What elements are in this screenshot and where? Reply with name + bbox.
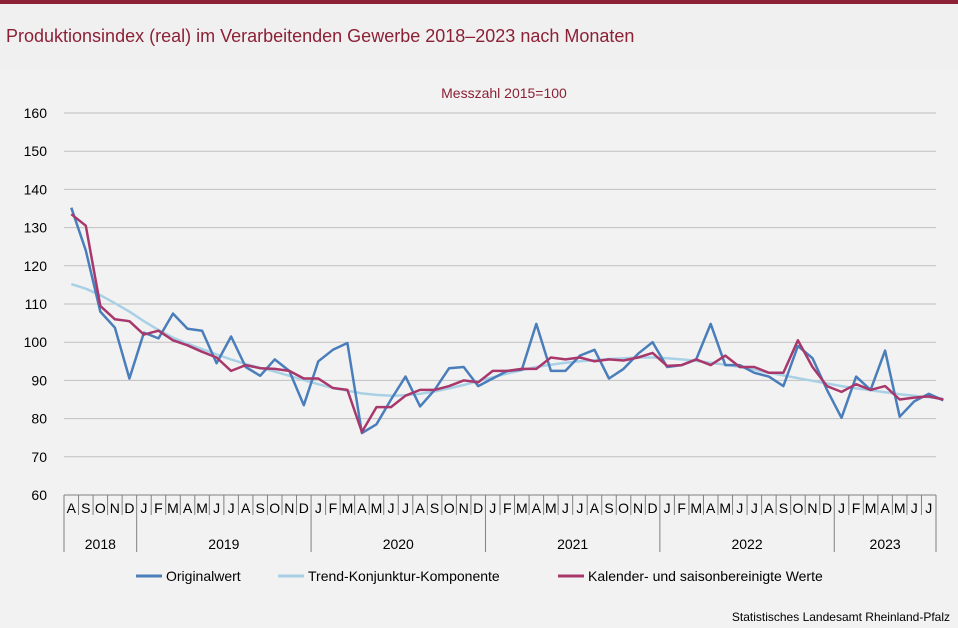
page-title: Produktionsindex (real) im Verarbeitende… xyxy=(6,26,635,46)
x-month-label: J xyxy=(736,500,743,516)
top-accent-bar xyxy=(0,0,958,4)
x-month-label: S xyxy=(779,500,788,516)
x-month-label: M xyxy=(196,500,208,516)
x-month-label: A xyxy=(241,500,251,516)
y-tick-label: 80 xyxy=(31,411,47,427)
x-year-label: 2023 xyxy=(870,536,901,552)
series-line-1 xyxy=(70,207,944,435)
x-year-label: 2022 xyxy=(731,536,762,552)
x-month-label: A xyxy=(590,500,600,516)
legend-label: Trend-Konjunktur-Komponente xyxy=(308,568,500,584)
y-tick-label: 130 xyxy=(24,220,48,236)
x-month-label: N xyxy=(110,500,120,516)
x-month-label: S xyxy=(430,500,439,516)
x-month-label: J xyxy=(489,500,496,516)
x-month-label: M xyxy=(894,500,906,516)
x-month-label: D xyxy=(473,500,483,516)
x-month-label: A xyxy=(706,500,716,516)
x-month-label: O xyxy=(269,500,280,516)
x-year-label: 2018 xyxy=(85,536,116,552)
chart-subtitle: Messzahl 2015=100 xyxy=(441,85,567,101)
x-month-label: O xyxy=(95,500,106,516)
series-line-2 xyxy=(70,282,944,400)
x-month-label: S xyxy=(604,500,613,516)
x-month-label: D xyxy=(648,500,658,516)
x-year-label: 2019 xyxy=(208,536,239,552)
y-tick-label: 110 xyxy=(25,296,48,312)
x-month-label: A xyxy=(532,500,542,516)
x-month-label: A xyxy=(764,500,774,516)
x-month-label: D xyxy=(822,500,832,516)
x-month-label: J xyxy=(576,500,583,516)
x-month-label: F xyxy=(852,500,861,516)
x-month-label: J xyxy=(388,500,395,516)
x-month-label: J xyxy=(562,500,569,516)
chart-panel: Messzahl 2015=100 60 70 80 90 100 110 120 130 14… xyxy=(0,71,958,628)
x-month-label: F xyxy=(677,500,686,516)
x-month-label: N xyxy=(807,500,817,516)
x-month-label: M xyxy=(516,500,528,516)
header: Produktionsindex (real) im Verarbeitende… xyxy=(0,4,958,66)
x-month-label: J xyxy=(664,500,671,516)
line-chart: Messzahl 2015=100 60 70 80 90 100 110 120 130 14… xyxy=(24,85,944,584)
x-month-label: J xyxy=(213,500,220,516)
x-month-label: M xyxy=(545,500,557,516)
x-month-label: F xyxy=(503,500,512,516)
x-month-label: A xyxy=(183,500,193,516)
x-month-label: M xyxy=(167,500,179,516)
y-tick-label: 60 xyxy=(31,487,47,503)
x-month-label: O xyxy=(792,500,803,516)
series-line-3 xyxy=(70,213,944,434)
x-month-label: D xyxy=(124,500,134,516)
x-month-label: J xyxy=(402,500,409,516)
x-month-label: J xyxy=(315,500,322,516)
x-month-label: A xyxy=(415,500,425,516)
x-month-label: J xyxy=(228,500,235,516)
legend-label: Kalender- und saisonbereinigte Werte xyxy=(588,568,823,584)
source-credit: Statistisches Landesamt Rheinland-Pfalz xyxy=(731,610,950,624)
x-month-label: M xyxy=(342,500,354,516)
y-tick-label: 100 xyxy=(24,334,48,350)
x-month-label: S xyxy=(81,500,90,516)
x-month-label: J xyxy=(140,500,147,516)
x-month-label: J xyxy=(838,500,845,516)
x-month-label: N xyxy=(284,500,294,516)
y-tick-label: 150 xyxy=(24,143,48,159)
x-month-label: J xyxy=(751,500,758,516)
x-month-label: M xyxy=(690,500,702,516)
x-month-label: A xyxy=(880,500,890,516)
x-month-label: O xyxy=(618,500,629,516)
x-month-label: O xyxy=(444,500,455,516)
y-tick-label: 90 xyxy=(31,372,47,388)
y-tick-label: 160 xyxy=(24,105,48,121)
x-month-label: A xyxy=(67,500,77,516)
y-tick-label: 140 xyxy=(24,181,48,197)
x-month-label: M xyxy=(719,500,731,516)
y-axis: 60 70 80 90 100 110 120 130 140 150 160 xyxy=(24,105,48,503)
x-month-label: N xyxy=(459,500,469,516)
x-year-label: 2020 xyxy=(383,536,414,552)
y-tick-label: 70 xyxy=(31,449,47,465)
gridlines xyxy=(64,112,936,458)
x-month-label: F xyxy=(154,500,163,516)
x-year-label: 2021 xyxy=(557,536,588,552)
x-month-label: M xyxy=(371,500,383,516)
x-month-label: F xyxy=(329,500,338,516)
x-month-label: J xyxy=(911,500,918,516)
series-lines xyxy=(70,207,944,435)
x-month-label: J xyxy=(925,500,932,516)
x-month-label: A xyxy=(357,500,367,516)
x-month-label: M xyxy=(865,500,877,516)
legend-label: Originalwert xyxy=(166,568,241,584)
x-month-label: D xyxy=(299,500,309,516)
x-month-label: S xyxy=(256,500,265,516)
y-tick-label: 120 xyxy=(24,258,48,274)
legend: Originalwert Trend-Konjunktur-Komponente K… xyxy=(136,568,823,584)
x-month-label: N xyxy=(633,500,643,516)
